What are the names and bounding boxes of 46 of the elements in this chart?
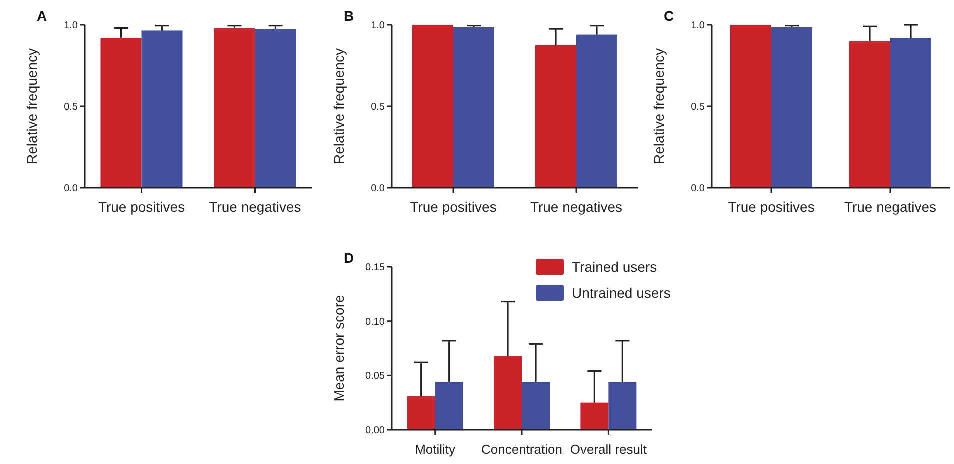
x-tick-label: Concentration	[482, 442, 562, 457]
bar	[608, 382, 637, 430]
chart-title: A	[37, 8, 48, 24]
chart-title: B	[344, 8, 354, 24]
bar	[407, 396, 436, 430]
x-tick-label: True negatives	[209, 199, 302, 215]
x-tick-label: True negatives	[530, 199, 623, 215]
bar	[576, 34, 618, 188]
bar	[850, 41, 890, 188]
legend-label: Trained users	[572, 258, 658, 275]
y-tick-label: 0.0	[371, 184, 386, 194]
y-tick-label: 0.10	[366, 316, 386, 328]
y-axis-title: Mean error score	[331, 294, 347, 402]
y-tick-label: 0.00	[366, 426, 386, 436]
x-tick-label: True negatives	[844, 199, 937, 215]
legend-label: Untrained users	[572, 284, 671, 301]
x-tick-label: True positives	[98, 199, 186, 215]
y-axis-title: Relative frequency	[651, 48, 667, 164]
y-tick-label: 1.0	[371, 20, 386, 32]
y-tick-label: 0.05	[366, 371, 386, 382]
y-tick-label: 1.0	[691, 20, 706, 32]
y-tick-label: 1.0	[64, 20, 78, 32]
y-tick-label: 0.0	[64, 184, 78, 194]
bar	[580, 402, 609, 430]
y-axis-title: Relative frequency	[24, 48, 40, 164]
y-tick-label: 0.5	[371, 102, 386, 113]
bar	[890, 38, 932, 188]
bar	[772, 27, 812, 188]
bar	[454, 27, 494, 188]
bar	[536, 45, 576, 188]
bar	[730, 25, 772, 188]
y-tick-label: 0.5	[64, 102, 78, 113]
bar	[412, 25, 454, 188]
chart-title: D	[344, 250, 354, 266]
y-axis-title: Relative frequency	[331, 48, 347, 164]
bar	[494, 356, 522, 430]
chart-title: C	[664, 8, 674, 24]
x-tick-label: Overall result	[570, 442, 648, 457]
x-tick-label: True positives	[410, 199, 497, 215]
y-tick-label: 0.5	[691, 102, 706, 113]
y-tick-label: 0.0	[691, 184, 706, 194]
y-tick-label: 0.15	[366, 262, 386, 274]
bar	[435, 382, 464, 430]
x-tick-label: True positives	[728, 199, 815, 215]
x-tick-label: Motility	[415, 442, 456, 457]
bar	[522, 382, 550, 430]
